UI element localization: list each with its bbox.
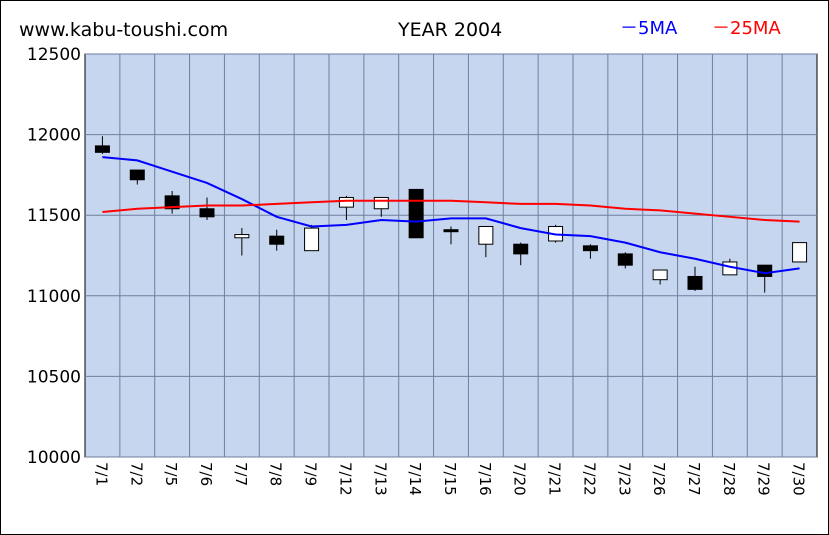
candle-body-down xyxy=(687,275,703,290)
y-tick-label: 11000 xyxy=(27,287,81,307)
x-tick-label: 7/21 xyxy=(546,462,564,496)
x-tick-label: 7/23 xyxy=(615,462,633,496)
x-tick-label: 7/13 xyxy=(371,462,389,496)
candlestick xyxy=(164,191,180,214)
x-tick-label: 7/12 xyxy=(336,462,354,496)
x-tick-label: 7/5 xyxy=(162,462,180,486)
x-tick-label: 7/27 xyxy=(685,462,703,496)
x-tick-label: 7/6 xyxy=(197,462,215,486)
x-tick-label: 7/22 xyxy=(580,462,598,496)
candle-body-up xyxy=(304,227,320,252)
candlestick xyxy=(757,264,773,293)
candle-body-down xyxy=(269,235,285,245)
y-tick-label: 12000 xyxy=(27,126,81,146)
candlestick xyxy=(129,169,145,185)
candle-body-down xyxy=(408,188,424,239)
y-tick-label: 10000 xyxy=(27,448,81,468)
x-tick-label: 7/28 xyxy=(720,462,738,496)
x-tick-label: 7/1 xyxy=(92,462,110,486)
candlestick xyxy=(513,242,529,266)
candlestick xyxy=(652,269,668,285)
y-tick-label: 10500 xyxy=(27,367,81,387)
candlestick xyxy=(687,266,703,291)
candle-body-down xyxy=(129,169,145,181)
y-axis-ticks: 10000 10500 11000 11500 12000 12500 xyxy=(27,45,81,468)
legend-5ma: －5MA xyxy=(620,18,678,39)
site-name: www.kabu-toushi.com xyxy=(19,19,228,41)
x-tick-label: 7/2 xyxy=(127,462,145,486)
candlesticks xyxy=(94,136,808,293)
x-tick-label: 7/15 xyxy=(441,462,459,496)
candlestick xyxy=(199,197,215,221)
moving-average-lines xyxy=(102,156,800,275)
candlestick xyxy=(408,188,424,239)
candle-body-up xyxy=(373,196,389,210)
x-tick-label: 7/14 xyxy=(406,462,424,496)
x-tick-label: 7/30 xyxy=(790,462,808,496)
candle-body-up xyxy=(338,196,354,208)
series-line-5ma xyxy=(102,156,800,275)
candlestick xyxy=(234,228,250,256)
candlestick xyxy=(443,226,459,245)
candle-body-down xyxy=(757,264,773,277)
candle-body-down xyxy=(617,253,633,266)
chart-title: YEAR 2004 xyxy=(397,19,502,41)
y-tick-label: 11500 xyxy=(27,206,81,226)
candlestick xyxy=(582,244,598,259)
x-axis-ticks: 7/1 7/2 7/5 7/6 7/7 7/8 7/9 7/12 7/13 7/14 7/15 7/1… xyxy=(92,462,807,496)
candlestick xyxy=(478,225,494,258)
x-tick-label: 7/16 xyxy=(476,462,494,496)
candle-body-down xyxy=(443,229,459,233)
candle-body-up xyxy=(792,242,808,263)
candlestick xyxy=(617,252,633,269)
x-tick-label: 7/8 xyxy=(267,462,285,486)
legend-25ma: －25MA xyxy=(712,18,781,39)
series-line-25ma xyxy=(102,199,800,223)
candle-body-down xyxy=(513,243,529,255)
y-tick-label: 12500 xyxy=(27,45,81,65)
x-tick-label: 7/7 xyxy=(232,462,250,486)
x-tick-label: 7/9 xyxy=(302,462,320,486)
candle-body-down xyxy=(199,208,215,218)
plot-area xyxy=(84,53,818,458)
x-tick-label: 7/20 xyxy=(511,462,529,496)
candle-body-up xyxy=(478,225,494,245)
candlestick xyxy=(792,242,808,263)
candle-body-down xyxy=(94,145,110,153)
candlestick xyxy=(269,229,285,251)
candle-body-up xyxy=(234,234,250,239)
gridlines xyxy=(85,53,817,458)
candle-body-up xyxy=(652,269,668,281)
candlestick xyxy=(304,224,320,252)
x-tick-label: 7/26 xyxy=(650,462,668,496)
x-tick-label: 7/29 xyxy=(755,462,773,496)
candle-body-down xyxy=(164,195,180,210)
candlestick xyxy=(94,136,110,154)
candle-body-down xyxy=(582,245,598,252)
